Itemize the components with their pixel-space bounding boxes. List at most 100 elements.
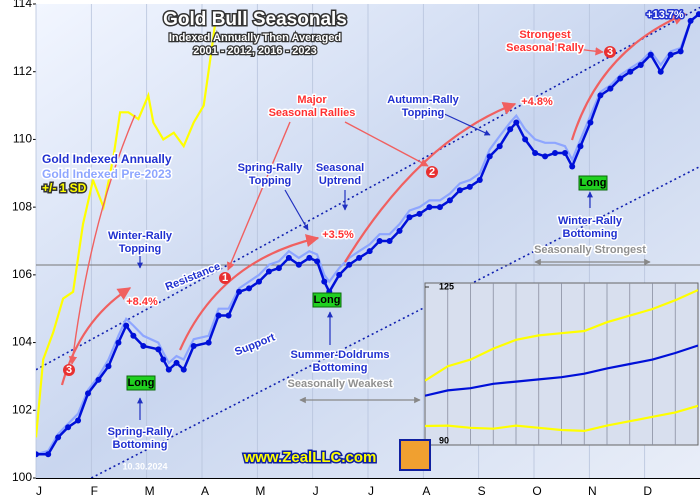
date: 10.30.2024 (122, 461, 167, 471)
pointer-arrow (344, 121, 429, 167)
data-point (627, 68, 634, 75)
data-point (657, 68, 664, 75)
annotation: +4.8% (521, 96, 553, 108)
annotation: Autumn-Rally (387, 94, 459, 106)
data-point (236, 288, 243, 295)
data-point (160, 356, 167, 363)
series-line (36, 13, 700, 456)
data-point (366, 248, 373, 255)
data-point (406, 214, 413, 221)
source: www.ZealLLC.com (243, 449, 377, 466)
data-point (532, 149, 539, 156)
data-point (587, 119, 594, 126)
series-line (36, 13, 700, 456)
x-tick-label: S (478, 484, 486, 498)
data-point (456, 187, 463, 194)
x-tick-label: D (643, 484, 652, 498)
annotation: Seasonal Rallies (269, 107, 356, 119)
data-point (687, 17, 694, 24)
data-point (75, 417, 82, 424)
data-point (346, 261, 353, 268)
data-point (225, 312, 232, 319)
data-point (215, 312, 222, 319)
label-arrow (284, 189, 309, 231)
channel-line (36, 6, 700, 371)
data-point (667, 51, 674, 58)
data-point (426, 204, 433, 211)
data-point (416, 210, 423, 217)
legend-entry: Gold Indexed Annually (42, 152, 172, 166)
x-tick-label: J (368, 484, 374, 498)
data-point (140, 342, 147, 349)
data-point (466, 183, 473, 190)
annotation: Topping (119, 243, 162, 255)
data-point (513, 119, 520, 126)
annotation: Seasonally Weakest (288, 378, 393, 390)
data-point (542, 153, 549, 160)
label-arrows (137, 111, 593, 420)
data-point (165, 366, 172, 373)
annotation: Winter-Rally (558, 215, 623, 227)
channel-line (90, 165, 700, 478)
data-point (597, 92, 604, 99)
data-point (190, 342, 197, 349)
y-tick-label: 114 (13, 0, 32, 10)
rally-number (63, 364, 75, 376)
x-tick-label: M (145, 484, 155, 498)
annotation: Summer-Doldrums (290, 349, 389, 361)
annotation: Major (297, 94, 327, 106)
chart-title: Gold Bull Seasonals (163, 9, 347, 30)
data-point (376, 238, 383, 244)
x-tick-label: A (422, 484, 430, 498)
y-tick-label: 102 (12, 402, 32, 416)
data-point (647, 51, 654, 58)
annotation: +8.4% (126, 296, 158, 308)
data-point (637, 61, 644, 68)
annotation: +13.7% (646, 9, 684, 21)
long-label: Long (580, 177, 607, 189)
series-line (36, 10, 218, 438)
legend-entry: Gold Indexed Pre-2023 (42, 167, 172, 181)
data-point (446, 197, 453, 204)
annotation: Spring-Rally (108, 426, 174, 438)
annotation: Strongest (519, 29, 571, 41)
data-point (496, 143, 503, 150)
rally-number (604, 46, 616, 58)
long-signal-box (126, 375, 156, 391)
annotation: Bottoming (113, 439, 168, 451)
data-point (115, 339, 122, 346)
rally-number (426, 166, 438, 178)
data-point (677, 48, 684, 55)
inset-y-tick-label: 125 (439, 281, 454, 291)
annotation: Bottoming (313, 362, 368, 374)
series-lines (36, 10, 700, 458)
y-tick-label: 112 (13, 64, 32, 78)
x-tick-label: M (255, 484, 265, 498)
inset-chart (425, 283, 698, 445)
data-point (130, 332, 137, 339)
annotation: 2 (429, 166, 435, 178)
data-point (577, 143, 584, 150)
data-point (386, 238, 393, 244)
data-point (155, 346, 162, 353)
data-point (265, 268, 272, 275)
x-tick-label: J (36, 484, 42, 498)
annotation: 3 (66, 364, 72, 376)
x-tick-label: J (313, 484, 319, 498)
chart-subtitle: Indexed Annually Then Averaged (169, 32, 341, 44)
data-point (617, 75, 624, 82)
annotation: Winter-Rally (108, 230, 173, 242)
long-signal-box (312, 292, 342, 308)
data-point (607, 85, 614, 92)
data-point (476, 177, 483, 184)
annotation: Seasonally Strongest (534, 244, 646, 256)
data-point (55, 434, 62, 441)
y-tick-label: 100 (12, 470, 32, 484)
data-point (552, 149, 559, 156)
data-point (205, 339, 212, 346)
y-tick-label: 108 (12, 199, 32, 213)
annotation: Seasonal Rally (506, 42, 585, 54)
annotation: +3.5% (322, 229, 354, 241)
